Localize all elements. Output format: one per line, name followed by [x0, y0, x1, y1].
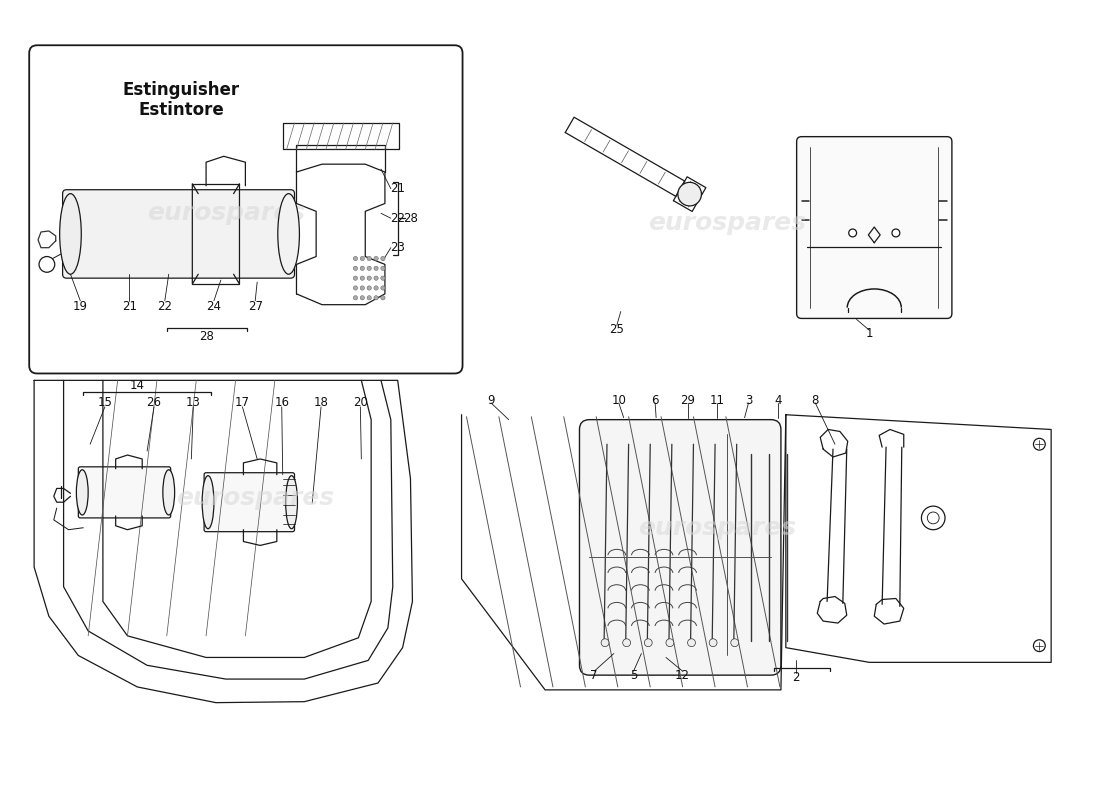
Text: 13: 13 [186, 397, 200, 410]
Circle shape [381, 266, 385, 270]
Circle shape [678, 182, 702, 206]
Circle shape [374, 276, 378, 280]
FancyBboxPatch shape [580, 420, 781, 675]
Circle shape [360, 296, 364, 300]
Circle shape [381, 296, 385, 300]
Circle shape [360, 286, 364, 290]
Text: 28: 28 [403, 212, 418, 225]
Text: 22: 22 [157, 300, 173, 313]
Circle shape [367, 296, 372, 300]
Circle shape [374, 256, 378, 261]
Ellipse shape [286, 476, 297, 529]
Text: 27: 27 [248, 300, 263, 313]
Text: 24: 24 [207, 300, 221, 313]
Circle shape [353, 266, 358, 270]
Circle shape [922, 506, 945, 530]
FancyBboxPatch shape [30, 46, 462, 374]
Text: 20: 20 [353, 397, 367, 410]
FancyBboxPatch shape [796, 137, 952, 318]
Circle shape [39, 257, 55, 272]
Circle shape [353, 286, 358, 290]
Text: 21: 21 [390, 182, 405, 195]
Ellipse shape [76, 470, 88, 515]
Text: 7: 7 [591, 669, 598, 682]
Circle shape [367, 256, 372, 261]
Text: 28: 28 [199, 330, 213, 342]
Text: eurospares: eurospares [176, 486, 334, 510]
Circle shape [353, 296, 358, 300]
Circle shape [381, 276, 385, 280]
Text: eurospares: eurospares [146, 202, 305, 226]
Text: 15: 15 [98, 397, 112, 410]
Ellipse shape [202, 476, 213, 529]
Text: 29: 29 [680, 394, 695, 406]
Text: 6: 6 [651, 394, 659, 406]
Circle shape [381, 286, 385, 290]
Text: 25: 25 [609, 322, 625, 336]
Text: 3: 3 [745, 394, 752, 406]
Text: 26: 26 [146, 397, 162, 410]
FancyBboxPatch shape [205, 473, 295, 532]
Circle shape [1034, 640, 1045, 651]
Text: 19: 19 [73, 300, 88, 313]
Text: 16: 16 [274, 397, 289, 410]
Circle shape [666, 638, 674, 646]
Circle shape [374, 296, 378, 300]
Circle shape [623, 638, 630, 646]
Text: eurospares: eurospares [648, 211, 806, 235]
Text: Estintore: Estintore [139, 101, 224, 119]
Text: 21: 21 [122, 300, 136, 313]
Text: 9: 9 [487, 394, 495, 406]
Text: 11: 11 [710, 394, 725, 406]
Ellipse shape [59, 194, 81, 274]
Text: 10: 10 [612, 394, 626, 406]
Circle shape [892, 229, 900, 237]
Text: 22: 22 [390, 212, 405, 225]
Text: 23: 23 [390, 241, 405, 254]
Circle shape [710, 638, 717, 646]
Circle shape [601, 638, 609, 646]
Text: 2: 2 [792, 670, 800, 684]
Circle shape [367, 286, 372, 290]
Text: Estinguisher: Estinguisher [123, 82, 240, 99]
Circle shape [360, 276, 364, 280]
Circle shape [360, 256, 364, 261]
Circle shape [353, 256, 358, 261]
FancyBboxPatch shape [63, 190, 295, 278]
Text: 8: 8 [812, 394, 820, 406]
Circle shape [381, 256, 385, 261]
Ellipse shape [278, 194, 299, 274]
Text: 5: 5 [630, 669, 637, 682]
Circle shape [1034, 438, 1045, 450]
Circle shape [927, 512, 939, 524]
Circle shape [353, 276, 358, 280]
Ellipse shape [163, 470, 175, 515]
Circle shape [730, 638, 739, 646]
Text: 17: 17 [235, 397, 250, 410]
Circle shape [374, 266, 378, 270]
Circle shape [367, 276, 372, 280]
Text: eurospares: eurospares [638, 516, 796, 540]
Circle shape [374, 286, 378, 290]
Text: 18: 18 [314, 397, 329, 410]
Circle shape [367, 266, 372, 270]
Text: 14: 14 [130, 378, 145, 392]
Text: 4: 4 [774, 394, 782, 406]
Text: 1: 1 [866, 326, 873, 340]
Text: 12: 12 [675, 669, 690, 682]
Circle shape [849, 229, 857, 237]
Circle shape [688, 638, 695, 646]
Circle shape [360, 266, 364, 270]
Circle shape [645, 638, 652, 646]
FancyBboxPatch shape [78, 467, 170, 518]
